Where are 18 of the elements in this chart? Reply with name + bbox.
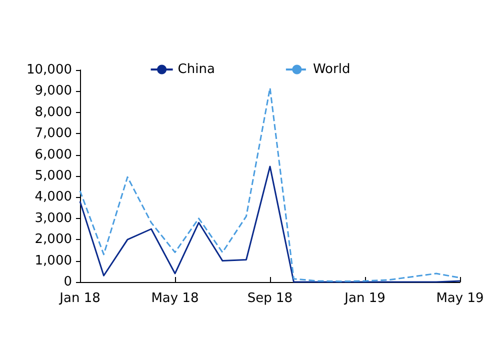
y-tick-label: 0: [64, 274, 72, 290]
x-tick-label: Jan 19: [344, 291, 386, 306]
y-tick-label: 9,000: [34, 84, 72, 99]
legend-label: China: [178, 62, 215, 77]
legend-label: World: [312, 62, 350, 77]
x-tick-label: May 18: [151, 291, 199, 306]
y-tick-label: 2,000: [34, 232, 72, 248]
y-tick-label: 3,000: [34, 210, 72, 226]
y-tick-label: 1,000: [34, 253, 72, 268]
y-tick-label: 8,000: [34, 104, 72, 120]
x-tick-label: Sep 18: [247, 291, 293, 306]
y-tick-label: 10,000: [26, 62, 72, 78]
y-tick-label: 7,000: [34, 126, 72, 142]
y-tick-label: 4,000: [34, 190, 72, 205]
y-tick-label: 6,000: [34, 147, 72, 162]
x-tick-label: May 19: [436, 291, 484, 306]
y-tick-label: 5,000: [34, 168, 72, 184]
x-tick-label: Jan 18: [58, 291, 100, 306]
